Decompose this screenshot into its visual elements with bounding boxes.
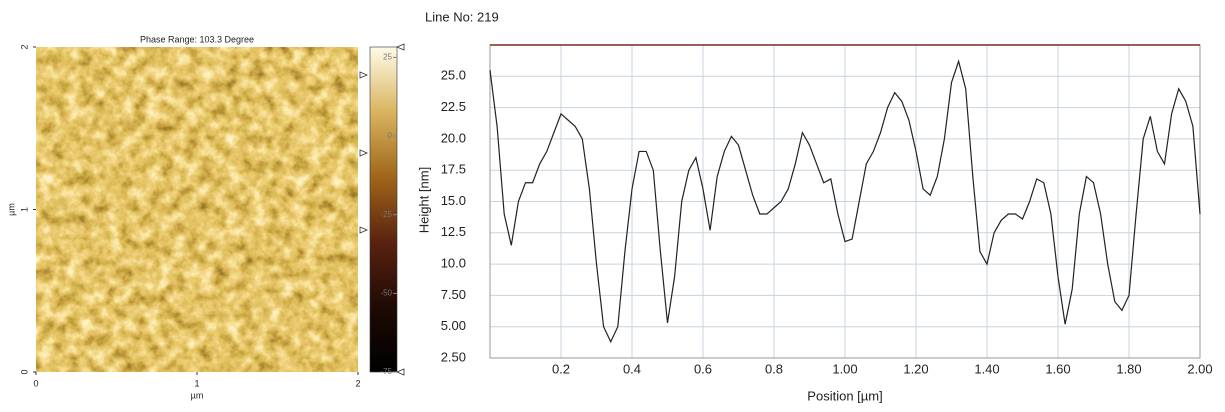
x-tick-label: 1 bbox=[194, 378, 199, 388]
y-tick-label: 5.00 bbox=[441, 318, 466, 333]
x-tick-label: 0.2 bbox=[552, 361, 570, 376]
x-tick-label: 0.8 bbox=[765, 361, 783, 376]
page: Phase Range: 103.3 Degree 0 1 2 0 1 2 µm µm 25 0 -2… bbox=[0, 0, 1225, 412]
x-tick-label: 0.4 bbox=[623, 361, 641, 376]
y-tick-label: 25.0 bbox=[441, 68, 466, 83]
x-tick-label: 2.00 bbox=[1187, 361, 1212, 376]
y-tick-label: 2.50 bbox=[441, 349, 466, 364]
image-title: Phase Range: 103.3 Degree bbox=[140, 34, 254, 44]
x-tick-label: 1.00 bbox=[832, 361, 857, 376]
x-axis-label: µm bbox=[191, 390, 204, 400]
y-tick-label: 0 bbox=[19, 369, 29, 374]
colorbar-tick-label: -50 bbox=[380, 288, 392, 297]
x-tick-label: 1.60 bbox=[1045, 361, 1070, 376]
y-tick-label: 22.5 bbox=[441, 99, 466, 114]
y-tick-label: 1 bbox=[19, 207, 29, 212]
y-tick-label: 17.5 bbox=[441, 162, 466, 177]
colorbar-tick-label: -25 bbox=[380, 210, 392, 219]
x-tick-label: 1.40 bbox=[974, 361, 999, 376]
x-tick-label: 1.20 bbox=[903, 361, 928, 376]
colorbar-tick-label: 0 bbox=[388, 131, 393, 140]
x-tick-label: 2 bbox=[355, 378, 360, 388]
y-tick-label: 7.50 bbox=[441, 287, 466, 302]
y-tick-label: 12.5 bbox=[441, 224, 466, 239]
line-title: Line No: 219 bbox=[425, 9, 499, 24]
x-tick-label: 1.80 bbox=[1116, 361, 1141, 376]
afm-image bbox=[36, 47, 358, 372]
y-axis-label: Height [nm] bbox=[416, 167, 431, 233]
y-tick-label: 2 bbox=[19, 44, 29, 49]
x-axis-label: Position [µm] bbox=[807, 388, 882, 403]
x-tick-label: 0 bbox=[33, 378, 38, 388]
x-tick-label: 0.6 bbox=[694, 361, 712, 376]
y-tick-label: 20.0 bbox=[441, 130, 466, 145]
y-tick-label: 15.0 bbox=[441, 193, 466, 208]
y-axis-label: µm bbox=[6, 203, 16, 216]
colorbar-tick-label: 25 bbox=[383, 52, 392, 61]
y-tick-label: 10.0 bbox=[441, 256, 466, 271]
colorbar-tick-label: -75 bbox=[380, 367, 392, 376]
